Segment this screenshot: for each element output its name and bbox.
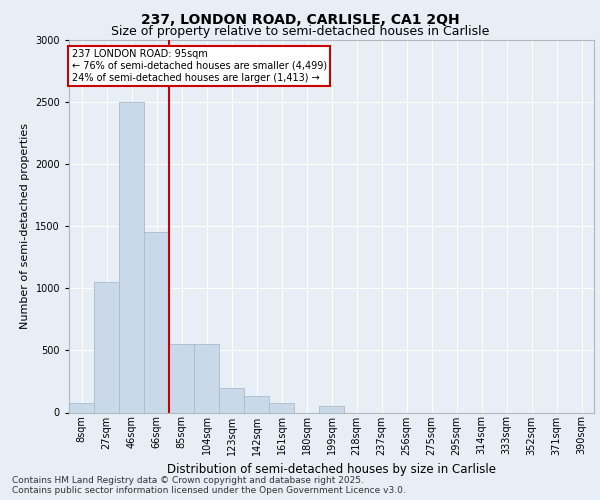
Text: Size of property relative to semi-detached houses in Carlisle: Size of property relative to semi-detach… [111, 25, 489, 38]
Bar [169, 344, 194, 412]
Text: Contains HM Land Registry data © Crown copyright and database right 2025.: Contains HM Land Registry data © Crown c… [12, 476, 364, 485]
Bar [94, 282, 119, 412]
X-axis label: Distribution of semi-detached houses by size in Carlisle: Distribution of semi-detached houses by … [167, 463, 496, 476]
Y-axis label: Number of semi-detached properties: Number of semi-detached properties [20, 123, 29, 329]
Text: Contains public sector information licensed under the Open Government Licence v3: Contains public sector information licen… [12, 486, 406, 495]
Text: 237 LONDON ROAD: 95sqm
← 76% of semi-detached houses are smaller (4,499)
24% of : 237 LONDON ROAD: 95sqm ← 76% of semi-det… [71, 50, 327, 82]
Bar [244, 396, 269, 412]
Bar [144, 232, 169, 412]
Bar [269, 403, 294, 412]
Bar [69, 403, 94, 412]
Bar [119, 102, 144, 412]
Bar [219, 388, 244, 412]
Bar [194, 344, 219, 412]
Text: 237, LONDON ROAD, CARLISLE, CA1 2QH: 237, LONDON ROAD, CARLISLE, CA1 2QH [140, 12, 460, 26]
Bar [319, 406, 344, 412]
